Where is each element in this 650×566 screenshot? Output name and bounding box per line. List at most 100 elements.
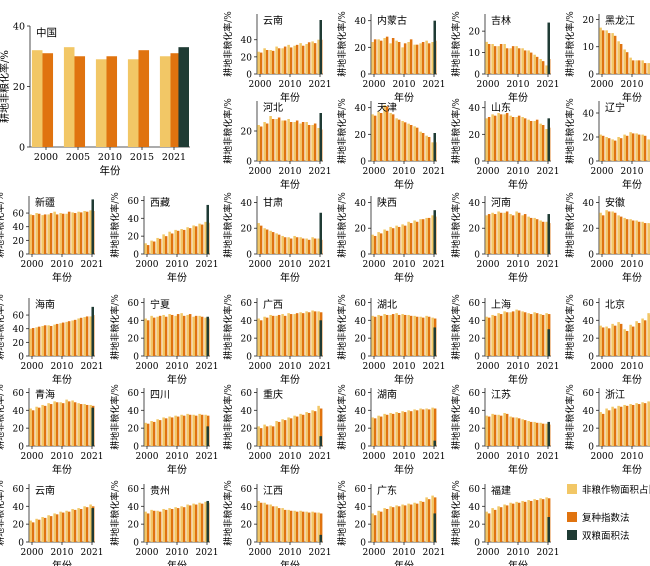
bar-2008-s1 [170, 314, 174, 356]
panel-31: 0 20 40 60 2000 2010 2021 年份 耕地非粮化率/% 福建 [450, 480, 559, 566]
panel-2: 0 20 40 2000 2010 2021 年份 耕地非粮化率/% 内蒙古 [336, 11, 445, 104]
bar-2012-s1 [637, 221, 641, 254]
bar-2008-s1 [511, 117, 515, 161]
y-tick-label: 20 [241, 521, 253, 531]
bar-2012-s0 [521, 419, 524, 446]
bar-2016-s0 [647, 139, 650, 161]
bar-2008-s0 [168, 231, 171, 254]
bar-2018-s0 [425, 315, 428, 356]
bar-2021-s2 [547, 329, 550, 356]
bar-2004-s0 [497, 113, 500, 161]
bar-2018-s1 [541, 314, 545, 356]
x-axis-label: 年份 [622, 91, 642, 104]
bar-2002-s0 [605, 137, 608, 161]
bar-2010-s0 [287, 313, 290, 356]
bar-2004-s1 [158, 238, 162, 254]
bar-2016-s0 [419, 131, 422, 161]
bar-2004-s1 [271, 426, 275, 446]
bar-2004-s0 [497, 506, 500, 542]
x-tick-label: 2021 [309, 362, 332, 372]
bar-2002-s1 [379, 511, 383, 542]
x-tick-label: 2000 [477, 167, 500, 177]
y-tick-label: 20 [13, 425, 25, 435]
bar-2021-s0 [317, 39, 320, 74]
bar-2006-s0 [47, 214, 50, 254]
bar-2012-s1 [409, 125, 413, 161]
bar-2006-s1 [277, 508, 281, 542]
x-tick-label: 2010 [393, 452, 416, 462]
y-axis-label: 耕地非粮化率/% [222, 384, 234, 450]
bar-2012-s0 [635, 321, 638, 356]
y-axis-label: 耕地非粮化率/% [109, 294, 121, 360]
bar-2018-s1 [313, 311, 317, 356]
bar-2012-s1 [409, 315, 413, 356]
bar-2002-s0 [150, 315, 153, 356]
bar-2008-s1 [397, 412, 401, 446]
y-tick-label: 40 [469, 407, 481, 417]
bar-2021-s2 [433, 327, 436, 356]
bar-2000-s0 [599, 212, 602, 254]
bar-2010-s1 [403, 314, 407, 356]
panel-title: 河南 [491, 196, 511, 209]
bar-2021-s0 [89, 404, 92, 446]
y-tick-label: 40 [13, 22, 25, 33]
panel-title: 湖北 [377, 299, 397, 311]
bar-2016-s0 [533, 499, 536, 542]
y-tick-label: 40 [241, 199, 253, 209]
bar-2002-s0 [263, 228, 266, 254]
bar-2010-s1 [517, 310, 521, 356]
bar-2008-s1 [397, 226, 401, 254]
bar-2016-s0 [533, 421, 536, 446]
bar-2006-s1 [164, 236, 168, 254]
bar-2012-s1 [295, 313, 299, 356]
y-tick-label: 20 [469, 335, 481, 345]
x-tick-label: 2000 [136, 362, 159, 372]
bar-2016-s0 [192, 414, 195, 446]
y-tick-label: 20 [13, 237, 25, 247]
y-axis-label: 耕地非粮化率/% [0, 50, 11, 123]
x-tick-label: 2000 [249, 167, 272, 177]
bar-2014-s1 [301, 122, 305, 161]
bar-2018-s1 [85, 316, 89, 356]
x-tick-label: 2010 [51, 362, 74, 372]
panel-16: 0 20 40 60 2000 2010 2021 年份 耕地非粮化率/% 宁夏 [109, 294, 218, 386]
bar-2018-s0 [83, 317, 86, 356]
bar-2021-s2 [206, 426, 209, 446]
bar-2000-s0 [485, 41, 488, 74]
bar-2000-s0 [599, 412, 602, 446]
bar-2008-s0 [509, 214, 512, 254]
bar-2002-s1 [379, 233, 383, 254]
bar-2006-s1 [505, 211, 509, 254]
bar-2016-s1 [307, 312, 311, 356]
bar-2018-s1 [313, 238, 317, 254]
x-tick-label: 2010 [51, 548, 74, 558]
x-axis-label: 年份 [622, 271, 642, 284]
bar-2012-s1 [295, 120, 299, 161]
bar-2018-s1 [427, 137, 431, 161]
x-tick-label: 2021 [423, 80, 446, 90]
panel-title: 江西 [263, 485, 283, 497]
bar-2004-s1 [385, 36, 389, 74]
bar-2014-s0 [641, 60, 644, 74]
y-tick-label: 0 [246, 539, 252, 549]
bar-2006-s0 [389, 314, 392, 356]
y-tick-label: 60 [128, 389, 140, 399]
panel-29: 0 20 40 60 2000 2010 2021 年份 耕地非粮化率/% 江西 [222, 480, 331, 566]
bar-2010-s0 [629, 404, 632, 446]
x-axis-label: 年份 [52, 271, 72, 284]
y-tick-label: 0 [588, 71, 594, 81]
bar-2021-s0 [431, 317, 434, 356]
panel-title: 上海 [491, 298, 511, 311]
panel-title: 黑龙江 [605, 14, 635, 27]
bar-2021-s2 [91, 306, 94, 356]
bar-2004-s1 [499, 114, 503, 161]
x-tick-label: 2010 [166, 548, 189, 558]
bar-2012-s0 [65, 510, 68, 542]
bar-2008-s0 [623, 49, 626, 74]
bar-2004-s0 [156, 419, 159, 446]
y-tick-label: 40 [241, 317, 253, 327]
bar-2008-s1 [283, 237, 287, 254]
bar-2006-s0 [389, 506, 392, 542]
y-tick-label: 20 [355, 44, 367, 54]
x-tick-label: 2021 [423, 260, 446, 270]
